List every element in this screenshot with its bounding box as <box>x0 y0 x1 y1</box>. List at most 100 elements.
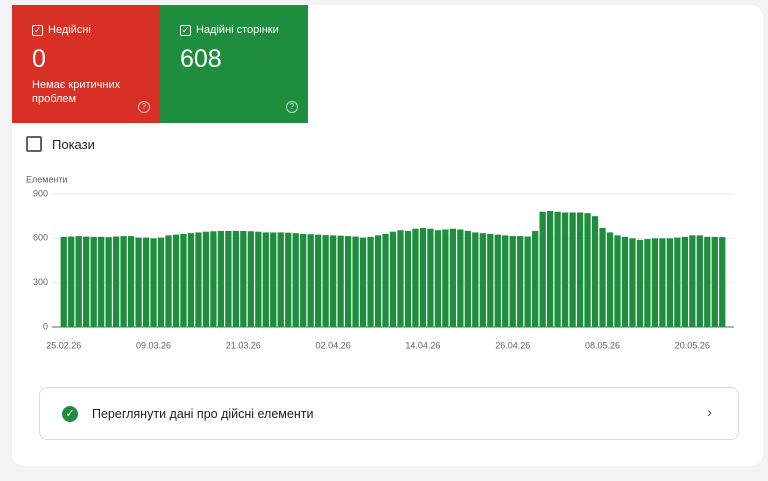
bar <box>472 232 479 327</box>
bar <box>315 234 322 327</box>
bar <box>142 237 150 327</box>
bar <box>561 212 569 327</box>
bar <box>659 238 666 327</box>
bar <box>120 236 127 327</box>
x-tick-label: 14.04.26 <box>405 340 440 350</box>
bar <box>487 233 494 327</box>
bar <box>644 239 651 327</box>
bar <box>509 236 516 327</box>
bar <box>240 230 247 327</box>
x-tick-label: 02.04.26 <box>316 340 351 350</box>
bar <box>674 237 681 327</box>
x-tick-label: 25.02.26 <box>46 340 81 350</box>
bar <box>689 235 696 327</box>
bar <box>449 228 457 327</box>
bar <box>681 236 688 327</box>
invalid-tile[interactable]: ✓ Недійсні 0 Немає критичних проблем ? <box>12 5 160 123</box>
x-tick-label: 20.05.26 <box>675 340 710 350</box>
bar <box>195 232 202 327</box>
report-card: ✓ Недійсні 0 Немає критичних проблем ? ✓ Н… <box>12 5 763 466</box>
bar <box>621 236 629 327</box>
bar <box>68 236 75 327</box>
bar <box>262 232 269 327</box>
bar <box>382 233 389 327</box>
bar <box>210 231 217 327</box>
tile-value: 0 <box>32 45 46 73</box>
bar <box>517 236 524 327</box>
bar <box>524 236 531 327</box>
y-axis-label: Елементи <box>26 174 68 184</box>
bar <box>292 233 299 327</box>
bar <box>98 236 105 327</box>
bar <box>584 213 591 327</box>
bar <box>576 212 584 327</box>
x-tick-label: 21.03.26 <box>226 340 261 350</box>
bar <box>359 237 367 327</box>
bar <box>75 236 82 327</box>
bar <box>532 230 539 327</box>
bar <box>412 228 419 327</box>
bar <box>374 235 382 327</box>
x-tick-label: 09.03.26 <box>136 340 171 350</box>
y-tick-label: 900 <box>33 188 48 198</box>
bar <box>539 211 546 327</box>
bar <box>157 237 165 327</box>
tile-note: Немає критичних проблем <box>32 79 121 105</box>
bar <box>322 235 329 327</box>
bar <box>629 238 636 327</box>
bar <box>150 238 157 327</box>
bar <box>225 230 232 327</box>
tile-label: ✓ Надійні сторінки <box>180 24 279 36</box>
bar <box>307 234 314 327</box>
bar <box>651 238 659 327</box>
bar <box>217 230 225 327</box>
bar <box>83 236 90 327</box>
bar <box>397 230 404 327</box>
bar <box>202 231 210 327</box>
bar <box>247 231 254 327</box>
bar <box>344 236 352 327</box>
bar <box>494 234 501 327</box>
bar <box>135 237 142 327</box>
bar <box>112 236 120 327</box>
bar <box>606 232 614 327</box>
x-tick-label: 08.05.26 <box>585 340 620 350</box>
bar <box>591 216 599 327</box>
bar <box>434 230 442 327</box>
bar <box>464 230 471 327</box>
bar <box>165 235 172 327</box>
details-link[interactable]: ✓ Переглянути дані про дійсні елементи › <box>39 387 739 440</box>
bar <box>554 211 561 327</box>
bar <box>232 230 239 327</box>
bar <box>696 235 703 327</box>
tile-value: 608 <box>180 45 222 73</box>
y-tick-label: 0 <box>43 321 48 331</box>
bar <box>599 227 606 327</box>
bar <box>569 212 576 327</box>
help-icon[interactable]: ? <box>286 101 298 113</box>
bar <box>427 228 434 327</box>
toggle-label: Покази <box>52 136 95 152</box>
bar <box>105 237 112 327</box>
x-tick-label: 26.04.26 <box>495 340 530 350</box>
chart: Елементи 0 300 600 900 25.02.26 09.03.26 21.03… <box>26 174 734 350</box>
bar <box>614 235 621 327</box>
bar <box>90 236 97 327</box>
impressions-toggle[interactable]: Покази <box>26 136 95 152</box>
valid-tile[interactable]: ✓ Надійні сторінки 608 ? <box>160 5 308 123</box>
bar <box>337 235 344 327</box>
bar <box>547 210 554 327</box>
bar <box>285 232 292 327</box>
bar <box>502 235 509 327</box>
tile-label-text: Недійсні <box>48 24 91 36</box>
bar <box>180 233 187 327</box>
bar <box>172 234 180 327</box>
bar <box>719 237 726 327</box>
bar <box>127 236 135 327</box>
bar <box>457 229 464 327</box>
bar <box>255 231 262 327</box>
tile-label: ✓ Недійсні <box>32 24 91 36</box>
bar <box>300 233 307 327</box>
help-icon[interactable]: ? <box>138 101 150 113</box>
